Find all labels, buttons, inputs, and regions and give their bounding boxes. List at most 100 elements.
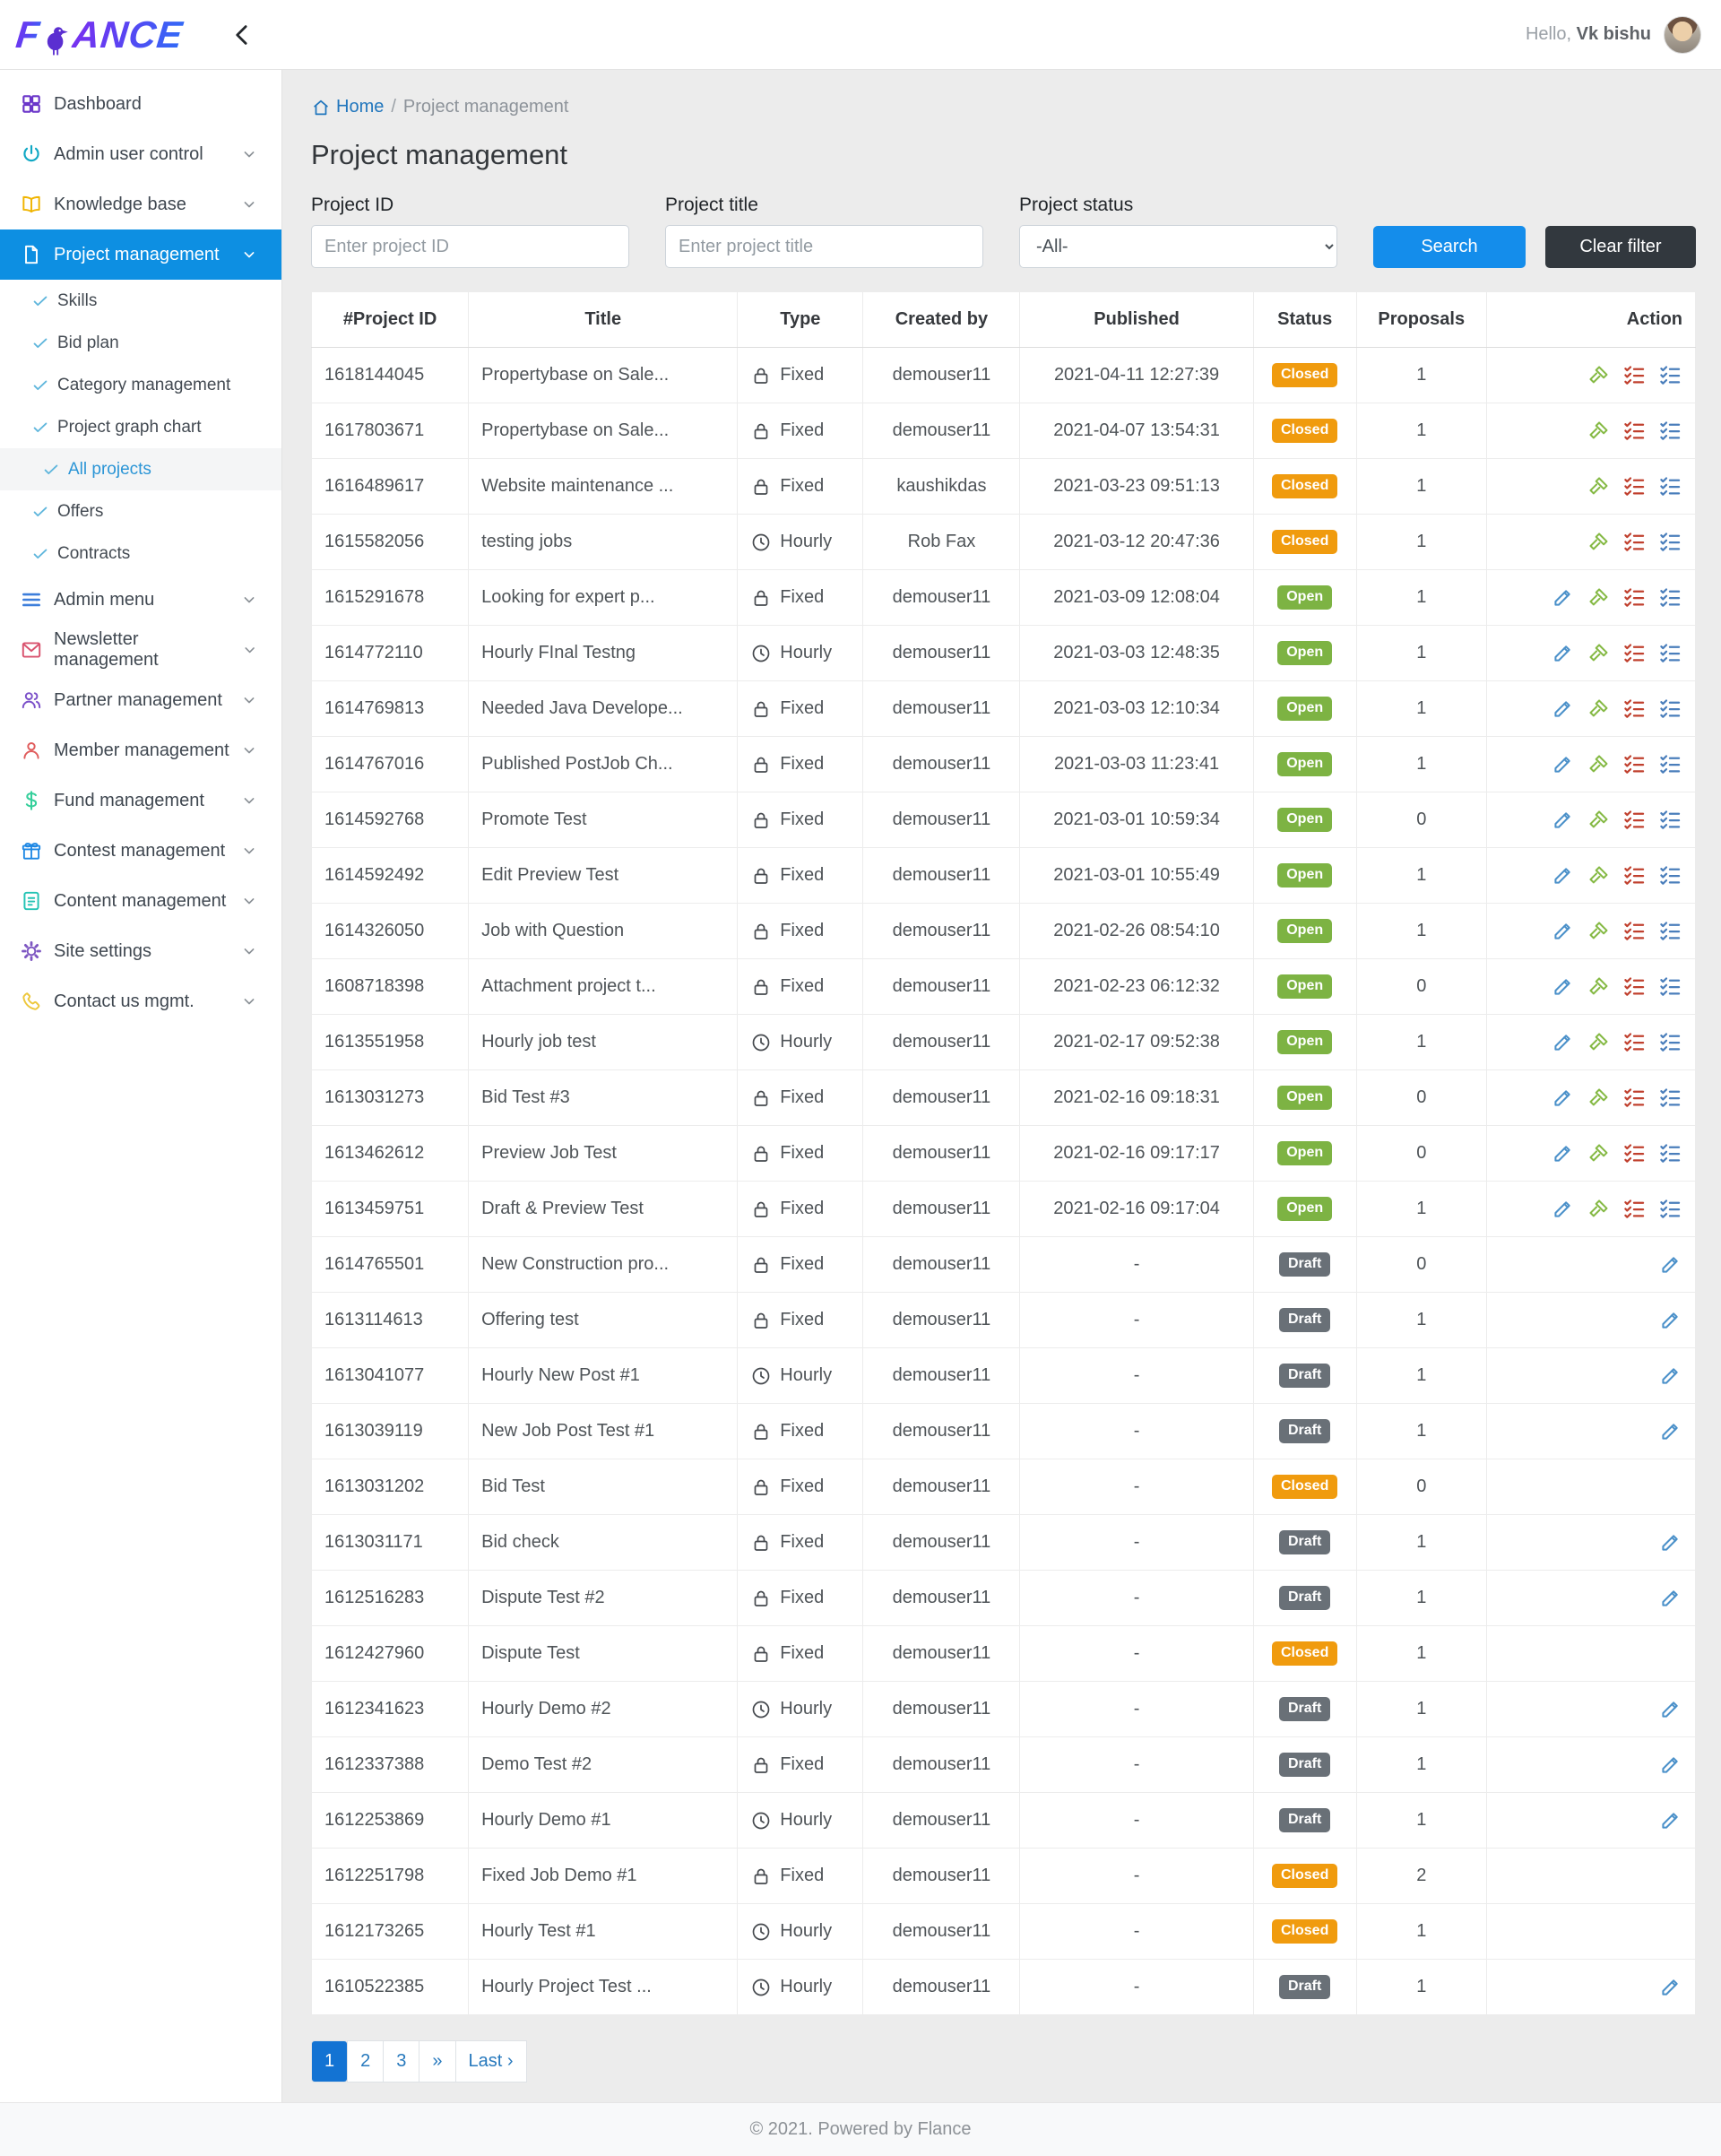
checklist-blue-icon[interactable] xyxy=(1658,919,1682,943)
edit-icon[interactable] xyxy=(1658,1586,1682,1610)
checklist-red-icon[interactable] xyxy=(1622,808,1647,832)
sidebar-item-admin-menu[interactable]: Admin menu xyxy=(0,575,281,625)
edit-icon[interactable] xyxy=(1551,974,1575,999)
gavel-icon[interactable] xyxy=(1587,363,1611,387)
sidebar-subitem-offers[interactable]: Offers xyxy=(0,490,281,533)
gavel-icon[interactable] xyxy=(1587,1141,1611,1165)
sidebar-item-admin-user-control[interactable]: Admin user control xyxy=(0,129,281,179)
checklist-red-icon[interactable] xyxy=(1622,919,1647,943)
flance-logo[interactable]: F ANCE xyxy=(14,13,186,56)
gavel-icon[interactable] xyxy=(1587,974,1611,999)
checklist-red-icon[interactable] xyxy=(1622,474,1647,498)
checklist-blue-icon[interactable] xyxy=(1658,1086,1682,1110)
checklist-blue-icon[interactable] xyxy=(1658,974,1682,999)
next-pages-button[interactable]: » xyxy=(419,2040,456,2082)
gavel-icon[interactable] xyxy=(1587,752,1611,776)
checklist-blue-icon[interactable] xyxy=(1658,863,1682,888)
checklist-red-icon[interactable] xyxy=(1622,863,1647,888)
edit-icon[interactable] xyxy=(1658,1975,1682,1999)
checklist-blue-icon[interactable] xyxy=(1658,808,1682,832)
edit-icon[interactable] xyxy=(1658,1753,1682,1777)
sidebar-item-contest-management[interactable]: Contest management xyxy=(0,826,281,876)
page-button-3[interactable]: 3 xyxy=(383,2040,420,2082)
edit-icon[interactable] xyxy=(1551,752,1575,776)
edit-icon[interactable] xyxy=(1551,919,1575,943)
checklist-blue-icon[interactable] xyxy=(1658,530,1682,554)
checklist-blue-icon[interactable] xyxy=(1658,752,1682,776)
user-avatar[interactable] xyxy=(1664,15,1701,54)
sidebar-item-dashboard[interactable]: Dashboard xyxy=(0,79,281,129)
checklist-red-icon[interactable] xyxy=(1622,1030,1647,1054)
checklist-red-icon[interactable] xyxy=(1622,363,1647,387)
sidebar-item-project-management[interactable]: Project management xyxy=(0,229,281,280)
checklist-blue-icon[interactable] xyxy=(1658,419,1682,443)
sidebar-item-newsletter-management[interactable]: Newsletter management xyxy=(0,625,281,675)
edit-icon[interactable] xyxy=(1551,808,1575,832)
checklist-red-icon[interactable] xyxy=(1622,1141,1647,1165)
gavel-icon[interactable] xyxy=(1587,1030,1611,1054)
checklist-red-icon[interactable] xyxy=(1622,1197,1647,1221)
sidebar-subitem-contracts[interactable]: Contracts xyxy=(0,533,281,575)
checklist-blue-icon[interactable] xyxy=(1658,474,1682,498)
checklist-red-icon[interactable] xyxy=(1622,641,1647,665)
gavel-icon[interactable] xyxy=(1587,530,1611,554)
gavel-icon[interactable] xyxy=(1587,919,1611,943)
edit-icon[interactable] xyxy=(1551,1086,1575,1110)
gavel-icon[interactable] xyxy=(1587,419,1611,443)
checklist-blue-icon[interactable] xyxy=(1658,641,1682,665)
sidebar-subitem-category-management[interactable]: Category management xyxy=(0,364,281,406)
edit-icon[interactable] xyxy=(1551,697,1575,721)
checklist-blue-icon[interactable] xyxy=(1658,1030,1682,1054)
sidebar-item-site-settings[interactable]: Site settings xyxy=(0,926,281,976)
gavel-icon[interactable] xyxy=(1587,474,1611,498)
project-status-select[interactable]: -All- xyxy=(1019,225,1337,268)
checklist-blue-icon[interactable] xyxy=(1658,585,1682,610)
sidebar-item-member-management[interactable]: Member management xyxy=(0,725,281,775)
checklist-blue-icon[interactable] xyxy=(1658,697,1682,721)
clear-filter-button[interactable]: Clear filter xyxy=(1545,226,1696,268)
checklist-red-icon[interactable] xyxy=(1622,585,1647,610)
edit-icon[interactable] xyxy=(1658,1808,1682,1832)
sidebar-item-partner-management[interactable]: Partner management xyxy=(0,675,281,725)
sidebar-item-content-management[interactable]: Content management xyxy=(0,876,281,926)
edit-icon[interactable] xyxy=(1551,1141,1575,1165)
edit-icon[interactable] xyxy=(1551,641,1575,665)
sidebar-subitem-project-graph-chart[interactable]: Project graph chart xyxy=(0,406,281,448)
edit-icon[interactable] xyxy=(1658,1697,1682,1721)
checklist-red-icon[interactable] xyxy=(1622,752,1647,776)
page-button-1[interactable]: 1 xyxy=(311,2040,349,2082)
sidebar-subitem-skills[interactable]: Skills xyxy=(0,280,281,322)
checklist-red-icon[interactable] xyxy=(1622,974,1647,999)
edit-icon[interactable] xyxy=(1551,1197,1575,1221)
gavel-icon[interactable] xyxy=(1587,697,1611,721)
checklist-red-icon[interactable] xyxy=(1622,419,1647,443)
search-button[interactable]: Search xyxy=(1373,226,1526,268)
gavel-icon[interactable] xyxy=(1587,641,1611,665)
last-page-button[interactable]: Last › xyxy=(454,2040,527,2082)
edit-icon[interactable] xyxy=(1551,1030,1575,1054)
sidebar-item-knowledge-base[interactable]: Knowledge base xyxy=(0,179,281,229)
breadcrumb-home-link[interactable]: Home xyxy=(311,97,384,117)
page-button-2[interactable]: 2 xyxy=(347,2040,385,2082)
checklist-red-icon[interactable] xyxy=(1622,697,1647,721)
sidebar-subitem-bid-plan[interactable]: Bid plan xyxy=(0,322,281,364)
sidebar-item-contact-us-mgmt[interactable]: Contact us mgmt. xyxy=(0,976,281,1026)
checklist-blue-icon[interactable] xyxy=(1658,363,1682,387)
gavel-icon[interactable] xyxy=(1587,863,1611,888)
checklist-blue-icon[interactable] xyxy=(1658,1141,1682,1165)
edit-icon[interactable] xyxy=(1551,585,1575,610)
sidebar-item-fund-management[interactable]: Fund management xyxy=(0,775,281,826)
edit-icon[interactable] xyxy=(1658,1364,1682,1388)
gavel-icon[interactable] xyxy=(1587,1086,1611,1110)
sidebar-subitem-all-projects[interactable]: All projects xyxy=(0,448,281,490)
edit-icon[interactable] xyxy=(1658,1530,1682,1554)
gavel-icon[interactable] xyxy=(1587,808,1611,832)
edit-icon[interactable] xyxy=(1658,1419,1682,1443)
checklist-red-icon[interactable] xyxy=(1622,1086,1647,1110)
edit-icon[interactable] xyxy=(1658,1252,1682,1277)
gavel-icon[interactable] xyxy=(1587,585,1611,610)
sidebar-collapse-button[interactable] xyxy=(229,20,260,50)
checklist-blue-icon[interactable] xyxy=(1658,1197,1682,1221)
project-title-input[interactable] xyxy=(665,225,983,268)
checklist-red-icon[interactable] xyxy=(1622,530,1647,554)
